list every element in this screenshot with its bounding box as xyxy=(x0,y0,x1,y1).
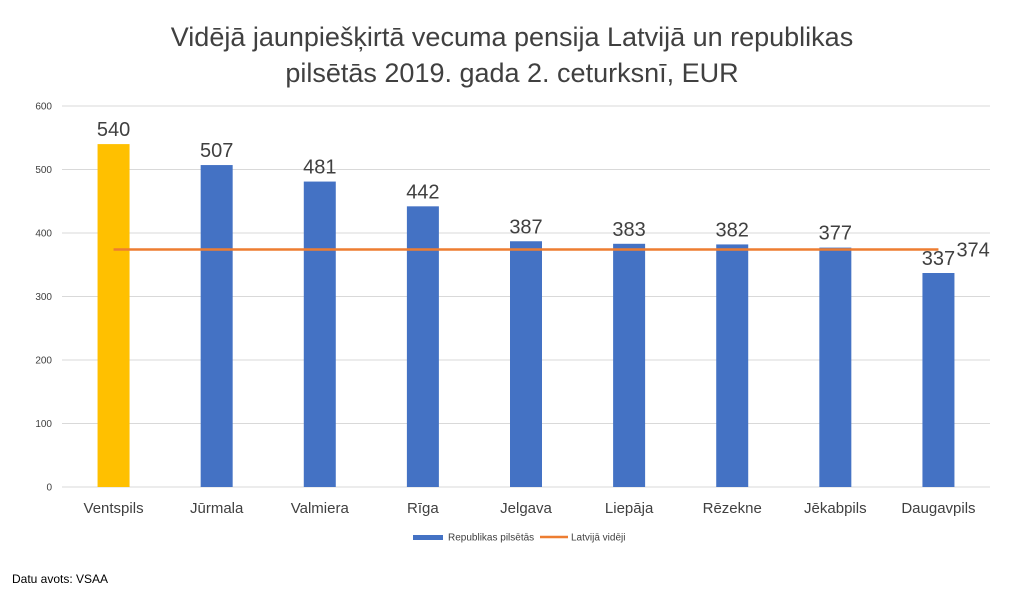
legend-label-bar: Republikas pilsētās xyxy=(448,533,534,544)
bars xyxy=(97,144,955,487)
y-tick-label: 300 xyxy=(35,292,52,303)
y-tick-label: 400 xyxy=(35,229,52,240)
data-labels: 540 507 481 442 387 383 382 377 337 xyxy=(97,119,955,270)
legend-label-line: Latvijā vidēji xyxy=(571,533,625,544)
y-axis-ticks: 0 100 200 300 400 500 600 xyxy=(35,102,52,494)
bar xyxy=(406,206,439,487)
category-label: Daugavpils xyxy=(901,500,975,517)
bar xyxy=(97,144,130,487)
y-tick-label: 100 xyxy=(35,419,52,430)
bar-data-label: 382 xyxy=(716,219,749,241)
bar-data-label: 387 xyxy=(509,216,542,238)
y-tick-label: 200 xyxy=(35,356,52,367)
category-label: Jelgava xyxy=(500,500,552,517)
category-label: Jēkabpils xyxy=(804,500,867,517)
category-label: Valmiera xyxy=(291,500,350,517)
category-label: Ventspils xyxy=(84,500,144,517)
source-note: Datu avots: VSAA xyxy=(12,572,109,586)
bar xyxy=(200,165,233,487)
bar xyxy=(303,181,336,487)
bar-data-label: 481 xyxy=(303,157,336,179)
category-label: Rēzekne xyxy=(703,500,762,517)
bar-data-label: 337 xyxy=(922,248,955,270)
bar xyxy=(613,243,646,487)
bar xyxy=(922,273,955,487)
title-line: pilsētās 2019. gada 2. ceturksnī, EUR xyxy=(285,58,738,88)
chart-title: Vidējā jaunpiešķirtā vecuma pensija Latv… xyxy=(171,22,853,88)
average-line-label: 374 xyxy=(956,240,989,262)
legend: Republikas pilsētās Latvijā vidēji xyxy=(413,533,625,544)
bar xyxy=(510,241,542,487)
bar-data-label: 377 xyxy=(819,223,852,245)
bar xyxy=(819,247,852,487)
bar-data-label: 540 xyxy=(97,119,130,141)
title-line: Vidējā jaunpiešķirtā vecuma pensija Latv… xyxy=(171,22,853,52)
average-line-group: 374 xyxy=(113,240,990,262)
y-tick-label: 500 xyxy=(35,165,52,176)
category-label: Jūrmala xyxy=(190,500,244,517)
bar xyxy=(716,244,749,487)
bar-data-label: 507 xyxy=(200,140,233,162)
y-tick-label: 600 xyxy=(35,102,52,113)
bar-data-label: 442 xyxy=(406,181,439,203)
category-label: Liepāja xyxy=(605,500,654,517)
legend-swatch-bar xyxy=(413,535,443,540)
category-label: Rīga xyxy=(407,500,439,517)
x-axis-categories: Ventspils Jūrmala Valmiera Rīga Jelgava Liepā… xyxy=(84,500,976,517)
y-tick-label: 0 xyxy=(46,483,52,494)
bar-data-label: 383 xyxy=(612,219,645,241)
